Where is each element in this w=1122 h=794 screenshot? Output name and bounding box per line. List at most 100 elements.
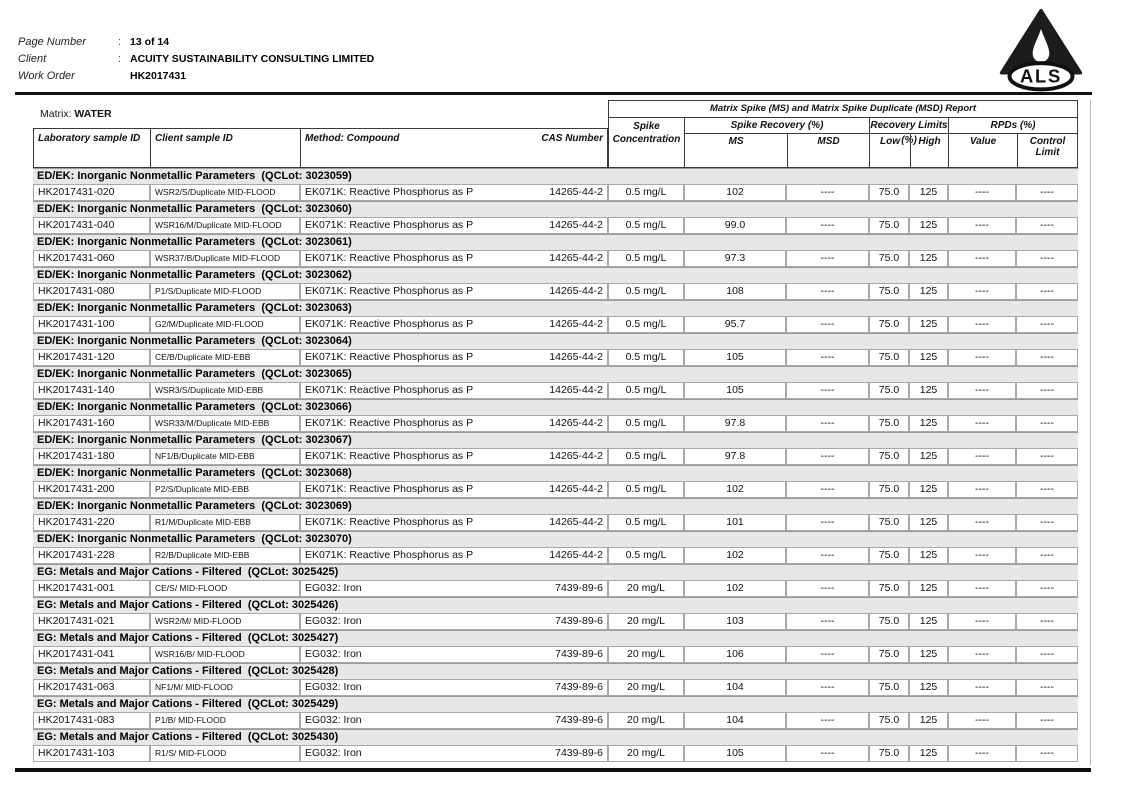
column-rpd-value: Value — [969, 136, 997, 147]
table-row: HK2017431-180 NF1/B/Duplicate MID-EBB EK… — [33, 448, 1078, 465]
cell-spike-concentration: 0.5 mg/L — [608, 316, 684, 333]
cell-client-sample-id: R1/M/Duplicate MID-EBB — [150, 514, 300, 531]
table-row: HK2017431-063 NF1/M/ MID-FLOOD EG032: Ir… — [33, 679, 1078, 696]
cell-rpd-value: ---- — [948, 349, 1016, 366]
cell-cas-number: 14265-44-2 — [549, 219, 603, 231]
cell-laboratory-sample-id: HK2017431-063 — [33, 679, 150, 696]
cell-recovery-high: 125 — [909, 547, 948, 564]
cell-recovery-low: 75.0 — [869, 547, 909, 564]
qc-lot-group: ED/EK: Inorganic Nonmetallic Parameters … — [33, 300, 1078, 333]
cell-spike-concentration: 0.5 mg/L — [608, 184, 684, 201]
page-header: Page Number : 13 of 14 Client : ACUITY S… — [18, 34, 718, 85]
qc-lot-group: EG: Metals and Major Cations - Filtered … — [33, 597, 1078, 630]
cell-rpd-control-limit: ---- — [1016, 184, 1078, 201]
cell-ms-recovery: 97.3 — [684, 250, 786, 267]
als-logo-text: ALS — [1020, 65, 1062, 86]
cell-laboratory-sample-id: HK2017431-180 — [33, 448, 150, 465]
cell-msd-recovery: ---- — [786, 679, 869, 696]
cell-laboratory-sample-id: HK2017431-140 — [33, 382, 150, 399]
cell-client-sample-id: P1/B/ MID-FLOOD — [150, 712, 300, 729]
column-rpd-control-limit: Control Limit — [1017, 134, 1077, 167]
cell-recovery-high: 125 — [909, 448, 948, 465]
cell-client-sample-id: P1/S/Duplicate MID-FLOOD — [150, 283, 300, 300]
cell-msd-recovery: ---- — [786, 382, 869, 399]
cell-rpd-control-limit: ---- — [1016, 646, 1078, 663]
cell-spike-concentration: 0.5 mg/L — [608, 349, 684, 366]
als-logo-icon: ALS — [995, 8, 1087, 92]
table-row: HK2017431-160 WSR33/M/Duplicate MID-EBB … — [33, 415, 1078, 432]
section-header: ED/EK: Inorganic Nonmetallic Parameters … — [33, 366, 1078, 382]
cell-spike-concentration: 0.5 mg/L — [608, 217, 684, 234]
cell-rpd-value: ---- — [948, 184, 1016, 201]
section-header: ED/EK: Inorganic Nonmetallic Parameters … — [33, 300, 1078, 316]
table-row: HK2017431-100 G2/M/Duplicate MID-FLOOD E… — [33, 316, 1078, 333]
cell-recovery-high: 125 — [909, 184, 948, 201]
client-row: Client : ACUITY SUSTAINABILITY CONSULTIN… — [18, 51, 718, 68]
cell-method-compound: EK071K: Reactive Phosphorus as P — [305, 549, 474, 561]
cell-client-sample-id: NF1/B/Duplicate MID-EBB — [150, 448, 300, 465]
cell-cas-number: 7439-89-6 — [555, 615, 603, 627]
qc-lot-group: ED/EK: Inorganic Nonmetallic Parameters … — [33, 465, 1078, 498]
table-row: HK2017431-001 CE/S/ MID-FLOOD EG032: Iro… — [33, 580, 1078, 597]
cell-recovery-low: 75.0 — [869, 646, 909, 663]
client-label: Client — [18, 53, 47, 65]
cell-spike-concentration: 0.5 mg/L — [608, 250, 684, 267]
cell-client-sample-id: WSR33/M/Duplicate MID-EBB — [150, 415, 300, 432]
table-row: HK2017431-228 R2/B/Duplicate MID-EBB EK0… — [33, 547, 1078, 564]
section-header: EG: Metals and Major Cations - Filtered … — [33, 663, 1078, 679]
cell-ms-recovery: 108 — [684, 283, 786, 300]
cell-rpd-control-limit: ---- — [1016, 415, 1078, 432]
qc-lot-group: ED/EK: Inorganic Nonmetallic Parameters … — [33, 168, 1078, 201]
cell-cas-number: 14265-44-2 — [549, 186, 603, 198]
cell-rpd-value: ---- — [948, 547, 1016, 564]
cell-client-sample-id: CE/B/Duplicate MID-EBB — [150, 349, 300, 366]
cell-ms-recovery: 101 — [684, 514, 786, 531]
cell-rpd-value: ---- — [948, 415, 1016, 432]
column-cas-number: CAS Number — [541, 133, 603, 144]
table-header: Matrix Spike (MS) and Matrix Spike Dupli… — [33, 100, 1078, 168]
cell-method-compound: EK071K: Reactive Phosphorus as P — [305, 351, 474, 363]
group-spike-recovery: Spike Recovery (%) MS MSD — [684, 118, 869, 167]
cell-rpd-control-limit: ---- — [1016, 481, 1078, 498]
separator — [118, 68, 130, 85]
cell-cas-number: 14265-44-2 — [549, 384, 603, 396]
cell-ms-recovery: 105 — [684, 382, 786, 399]
cell-recovery-low: 75.0 — [869, 712, 909, 729]
cell-laboratory-sample-id: HK2017431-060 — [33, 250, 150, 267]
cell-laboratory-sample-id: HK2017431-200 — [33, 481, 150, 498]
cell-laboratory-sample-id: HK2017431-001 — [33, 580, 150, 597]
qc-lot-group: ED/EK: Inorganic Nonmetallic Parameters … — [33, 234, 1078, 267]
cell-method-compound: EG032: Iron — [305, 747, 362, 759]
column-low: Low — [880, 136, 900, 147]
cell-client-sample-id: WSR37/B/Duplicate MID-FLOOD — [150, 250, 300, 267]
cell-recovery-high: 125 — [909, 283, 948, 300]
cell-recovery-low: 75.0 — [869, 415, 909, 432]
cell-client-sample-id: WSR2/M/ MID-FLOOD — [150, 613, 300, 630]
table-row: HK2017431-220 R1/M/Duplicate MID-EBB EK0… — [33, 514, 1078, 531]
cell-recovery-high: 125 — [909, 514, 948, 531]
cell-rpd-control-limit: ---- — [1016, 283, 1078, 300]
page-number-row: Page Number : 13 of 14 — [18, 34, 718, 51]
cell-recovery-low: 75.0 — [869, 679, 909, 696]
cell-laboratory-sample-id: HK2017431-021 — [33, 613, 150, 630]
cell-rpd-control-limit: ---- — [1016, 382, 1078, 399]
cell-rpd-value: ---- — [948, 382, 1016, 399]
cell-spike-concentration: 20 mg/L — [608, 580, 684, 597]
section-header: ED/EK: Inorganic Nonmetallic Parameters … — [33, 498, 1078, 514]
section-header: EG: Metals and Major Cations - Filtered … — [33, 630, 1078, 646]
cell-cas-number: 7439-89-6 — [555, 747, 603, 759]
client-value: ACUITY SUSTAINABILITY CONSULTING LIMITED — [130, 53, 375, 65]
cell-rpd-value: ---- — [948, 580, 1016, 597]
cell-recovery-high: 125 — [909, 580, 948, 597]
table-row: HK2017431-041 WSR16/B/ MID-FLOOD EG032: … — [33, 646, 1078, 663]
cell-rpd-value: ---- — [948, 448, 1016, 465]
cell-ms-recovery: 99.0 — [684, 217, 786, 234]
section-header: ED/EK: Inorganic Nonmetallic Parameters … — [33, 531, 1078, 547]
cell-cas-number: 14265-44-2 — [549, 318, 603, 330]
qc-lot-group: EG: Metals and Major Cations - Filtered … — [33, 564, 1078, 597]
table-row: HK2017431-120 CE/B/Duplicate MID-EBB EK0… — [33, 349, 1078, 366]
cell-recovery-low: 75.0 — [869, 514, 909, 531]
matrix-line: Matrix: WATER — [40, 108, 112, 120]
qc-lot-group: EG: Metals and Major Cations - Filtered … — [33, 729, 1078, 762]
